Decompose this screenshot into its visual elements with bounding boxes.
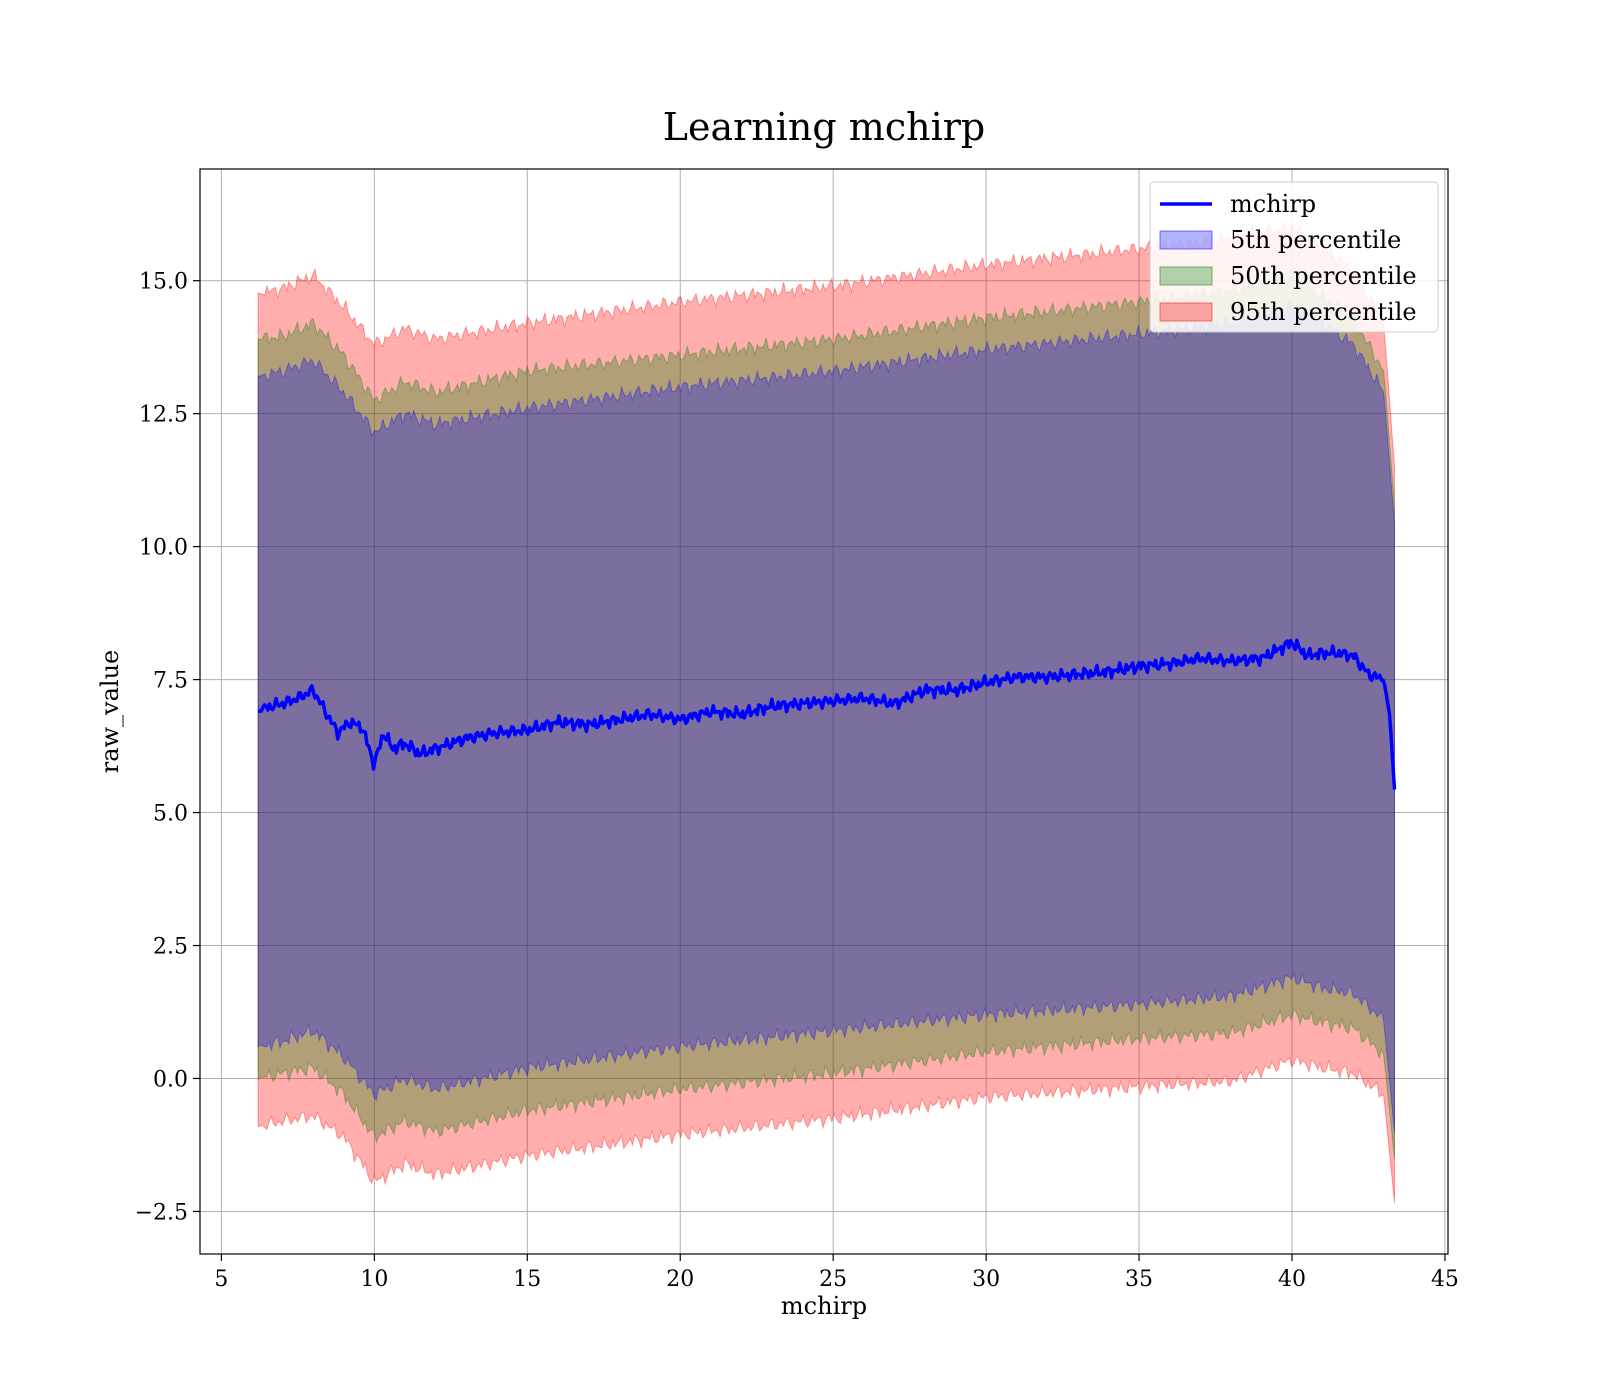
y-axis-label: raw_value [96,650,124,774]
series-lines [257,638,1397,790]
legend-label-5th-percentile: 5th percentile [1230,226,1401,254]
percentile-bands [257,221,1395,1204]
x-tick-label-4: 25 [819,1267,847,1292]
y-tick-label-3: 5.0 [153,802,188,827]
band-95th-percentile [257,221,1395,1204]
y-tick-label-6: 12.5 [139,403,188,428]
x-tick-label-1: 10 [360,1267,388,1292]
y-tick-label-4: 7.5 [153,669,188,694]
y-tick-label-5: 10.0 [139,536,188,561]
legend-label-50th-percentile: 50th percentile [1230,262,1417,290]
y-tick-label-1: 0.0 [153,1067,188,1092]
band-5th-percentile [257,299,1395,1132]
x-tick-label-5: 30 [972,1267,1000,1292]
legend-swatch-5th-percentile [1159,230,1213,250]
x-tick-label-0: 5 [214,1267,228,1292]
x-axis-label: mchirp [781,1292,867,1320]
x-tick-label-8: 45 [1431,1267,1459,1292]
series-line-mchirp [257,638,1397,790]
legend-label-95th-percentile: 95th percentile [1230,298,1417,326]
legend-box [1149,181,1439,333]
y-tick-label-2: 2.5 [153,935,188,960]
legend-swatch-50th-percentile [1159,266,1213,286]
x-tick-label-2: 15 [513,1267,541,1292]
legend-label-mchirp: mchirp [1230,190,1316,218]
x-tick-label-7: 40 [1278,1267,1306,1292]
y-tick-label-7: 15.0 [139,270,188,295]
plot-frame [199,168,1449,1255]
legend-swatch-95th-percentile [1159,302,1213,322]
y-tick-label-0: −2.5 [135,1200,188,1225]
chart-title: Learning mchirp [663,105,985,149]
grid-lines [200,169,1448,1254]
x-tick-label-3: 20 [666,1267,694,1292]
x-tick-label-6: 35 [1125,1267,1153,1292]
x-axis-ticks: 5 10 15 20 25 30 35 40 45 [214,1254,1459,1292]
legend: mchirp 5th percentile 50th percentile 95… [1149,181,1439,333]
y-axis-ticks: −2.5 0.0 2.5 5.0 7.5 10.0 12.5 15.0 [135,270,200,1225]
band-50th-percentile [257,268,1395,1160]
